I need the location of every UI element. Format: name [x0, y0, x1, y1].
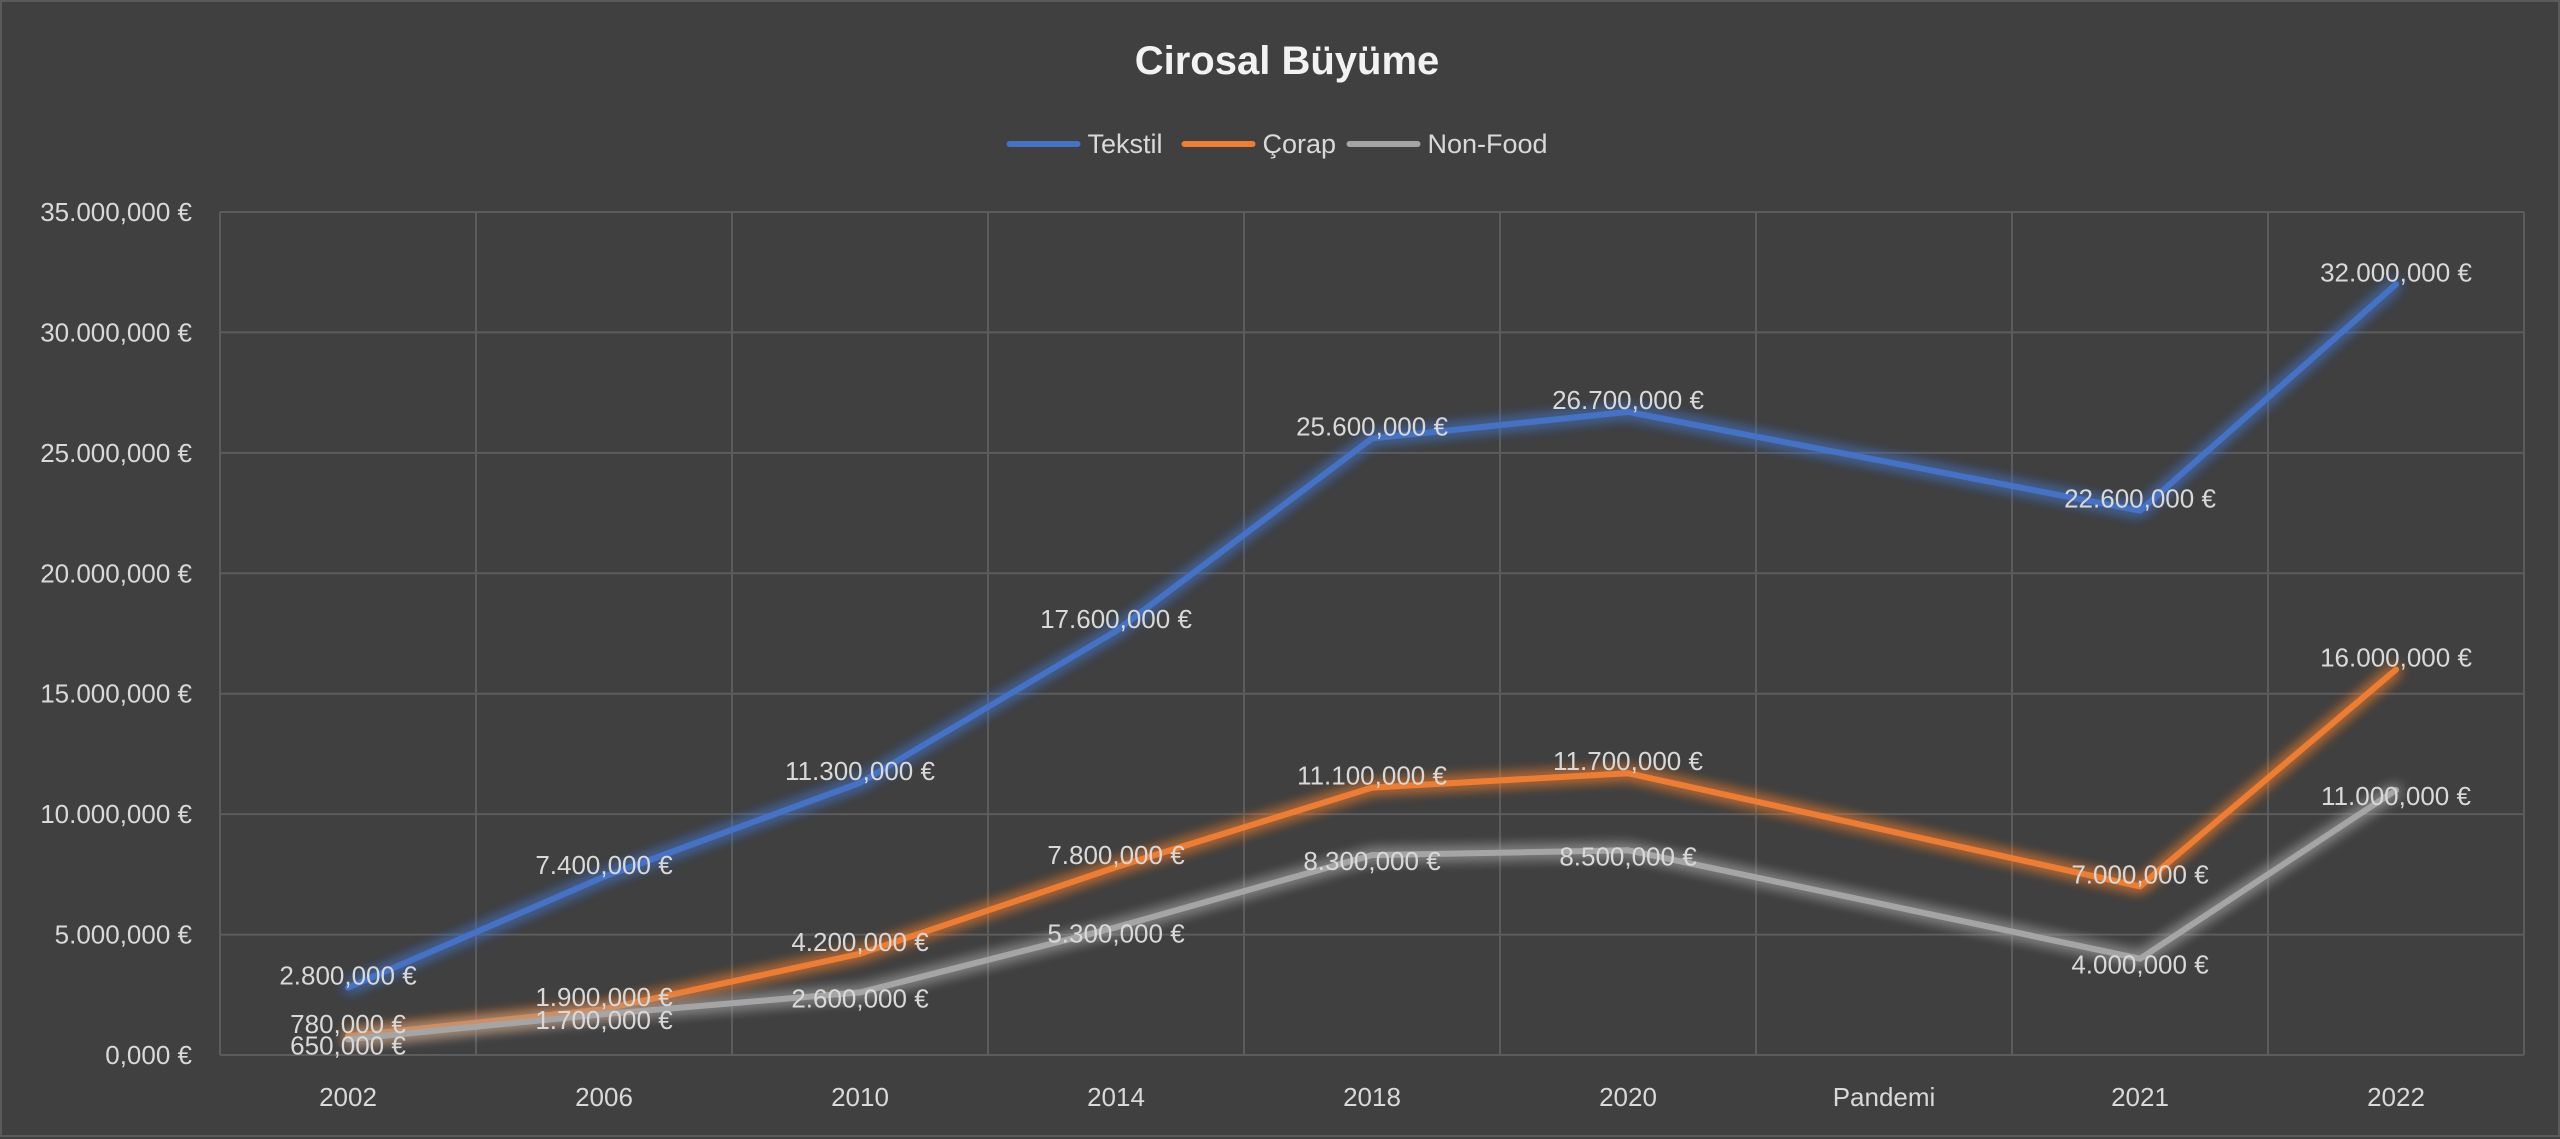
x-tick-label: 2014 [1087, 1082, 1145, 1112]
y-tick-label: 10.000,000 € [40, 799, 192, 829]
legend-label: Non-Food [1428, 129, 1548, 159]
series-line-tekstil [345, 281, 2399, 991]
data-point [1369, 852, 1375, 859]
data-label: 8.300,000 € [1303, 846, 1441, 876]
data-point [857, 989, 863, 996]
y-tick-label: 0,000 € [105, 1040, 192, 1070]
data-label: 7.800,000 € [1047, 840, 1185, 870]
data-point [1113, 924, 1119, 931]
data-point [857, 950, 863, 957]
chart-title: Cirosal Büyüme [1135, 39, 1440, 83]
x-tick-label: 2010 [831, 1082, 889, 1112]
y-tick-label: 25.000,000 € [40, 438, 192, 468]
data-label: 5.300,000 € [1047, 918, 1185, 948]
data-label: 11.300,000 € [785, 756, 935, 786]
data-point [857, 779, 863, 786]
data-label: 1.900,000 € [535, 982, 673, 1012]
data-label: 650,000 € [290, 1030, 406, 1060]
data-label: 2.600,000 € [791, 983, 929, 1013]
data-point [1369, 784, 1375, 791]
data-point [1113, 628, 1119, 635]
data-point [601, 1006, 607, 1013]
series-line--orap [345, 666, 2399, 1040]
data-point [1113, 864, 1119, 871]
legend-item[interactable]: Çorap [1181, 129, 1337, 159]
x-tick-label: 2020 [1599, 1082, 1657, 1112]
data-label: 2.800,000 € [279, 961, 417, 991]
legend[interactable]: Tekstil Çorap Non-Food [1006, 129, 1548, 159]
data-point [2137, 883, 2143, 890]
y-tick-label: 20.000,000 € [40, 558, 192, 588]
data-label: 7.400,000 € [535, 850, 673, 880]
data-label: 26.700,000 € [1552, 385, 1704, 415]
data-label: 32.000,000 € [2320, 257, 2472, 287]
data-label: 1.700,000 € [535, 1005, 673, 1035]
x-tick-label: 2021 [2111, 1082, 2169, 1112]
grid-layer [219, 211, 2525, 1056]
x-tick-label: 2018 [1343, 1082, 1401, 1112]
data-point [1625, 847, 1631, 854]
data-point [2393, 666, 2399, 673]
data-label: 25.600,000 € [1296, 411, 1448, 441]
x-tick-label: 2022 [2367, 1082, 2425, 1112]
data-point [345, 1036, 351, 1043]
y-tick-label: 35.000,000 € [40, 197, 192, 227]
data-label: 17.600,000 € [1040, 604, 1192, 634]
y-tick-label: 5.000,000 € [55, 920, 193, 950]
series-line-non-food [345, 787, 2399, 1043]
data-point [2393, 787, 2399, 794]
data-point [2137, 955, 2143, 962]
x-axis: 2002 2006 2010 2014 2018 2020 Pandemi 2021 2022 [319, 1082, 2425, 1112]
data-point [2137, 507, 2143, 514]
legend-item[interactable]: Tekstil [1006, 129, 1163, 159]
data-point [601, 1011, 607, 1018]
data-label: 11.100,000 € [1297, 761, 1447, 791]
data-point [601, 873, 607, 880]
legend-label: Çorap [1263, 129, 1337, 159]
y-tick-label: 30.000,000 € [40, 317, 192, 347]
data-label: 7.000,000 € [2071, 859, 2209, 889]
data-label: 4.000,000 € [2071, 950, 2209, 980]
y-axis: 0,000 € 5.000,000 € 10.000,000 € 15.000,000… [40, 197, 192, 1070]
series-layer [345, 281, 2399, 1043]
data-point [345, 984, 351, 991]
data-label: 4.200,000 € [791, 927, 929, 957]
legend-item[interactable]: Non-Food [1346, 129, 1548, 159]
y-tick-label: 15.000,000 € [40, 679, 192, 709]
data-label-layer: 2.800,000 € 7.400,000 € 11.300,000 € 17.600… [279, 257, 2472, 1060]
data-point [1369, 435, 1375, 442]
data-label: 11.700,000 € [1553, 746, 1703, 776]
data-point [1625, 408, 1631, 415]
data-point [2393, 281, 2399, 288]
x-tick-label: 2002 [319, 1082, 377, 1112]
data-label: 22.600,000 € [2064, 484, 2216, 514]
x-tick-label: Pandemi [1833, 1082, 1936, 1112]
legend-label: Tekstil [1088, 129, 1163, 159]
data-label: 780,000 € [290, 1009, 406, 1039]
data-label: 11.000,000 € [2321, 781, 2471, 811]
data-label: 8.500,000 € [1559, 841, 1697, 871]
data-label: 16.000,000 € [2320, 643, 2472, 673]
x-tick-label: 2006 [575, 1082, 633, 1112]
data-point [1625, 770, 1631, 777]
